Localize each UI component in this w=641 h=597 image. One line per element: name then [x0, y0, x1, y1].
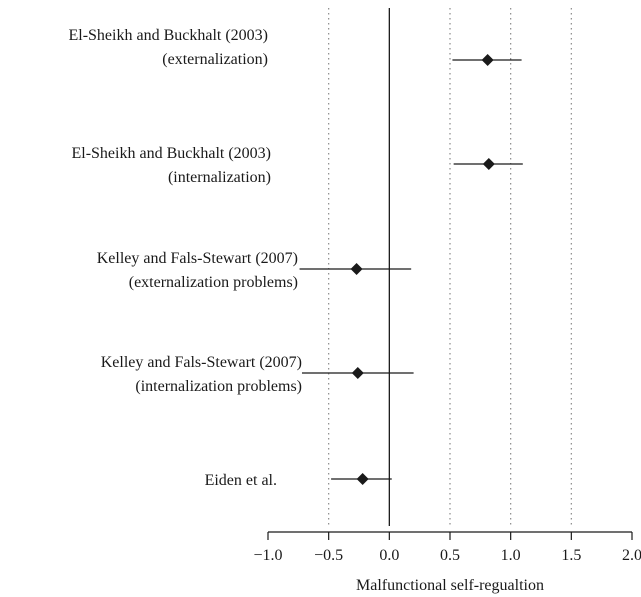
study-row: Kelley and Fals-Stewart (2007) (externali… — [97, 250, 412, 291]
study-row: El-Sheikh and Buckhalt (2003) (externaliz… — [68, 27, 522, 68]
reference-lines — [328, 8, 572, 526]
study-label: El-Sheikh and Buckhalt (2003) — [68, 27, 268, 44]
study-label: (externalization) — [162, 51, 268, 68]
study-label: (internalization) — [168, 169, 271, 186]
study-label: Kelley and Fals-Stewart (2007) — [97, 250, 298, 267]
estimate-marker — [481, 54, 494, 66]
study-label: (internalization problems) — [135, 378, 302, 395]
estimate-marker — [482, 158, 495, 170]
study-label: El-Sheikh and Buckhalt (2003) — [71, 145, 271, 162]
x-axis: −1.0 −0.5 0.0 0.5 1.0 1.5 2.0 — [253, 531, 641, 564]
x-axis-title: Malfunctional self-regualtion — [356, 577, 544, 594]
x-tick-label: 1.5 — [561, 547, 581, 564]
study-row: Kelley and Fals-Stewart (2007) (internali… — [101, 354, 414, 395]
study-row: El-Sheikh and Buckhalt (2003) (internaliz… — [71, 145, 523, 186]
x-tick-label: −0.5 — [314, 547, 343, 564]
x-tick-label: 2.0 — [622, 547, 641, 564]
study-label: (externalization problems) — [129, 274, 298, 291]
x-tick-label: 1.0 — [501, 547, 521, 564]
x-tick-label: 0.0 — [379, 547, 399, 564]
x-tick-label: 0.5 — [440, 547, 460, 564]
study-label: Kelley and Fals-Stewart (2007) — [101, 354, 302, 371]
study-label: Eiden et al. — [205, 472, 277, 489]
study-rows: El-Sheikh and Buckhalt (2003) (externaliz… — [68, 27, 523, 489]
estimate-marker — [351, 367, 364, 379]
x-tick-label: −1.0 — [253, 547, 282, 564]
estimate-marker — [356, 473, 369, 485]
study-row: Eiden et al. — [205, 472, 392, 489]
estimate-marker — [350, 263, 363, 275]
